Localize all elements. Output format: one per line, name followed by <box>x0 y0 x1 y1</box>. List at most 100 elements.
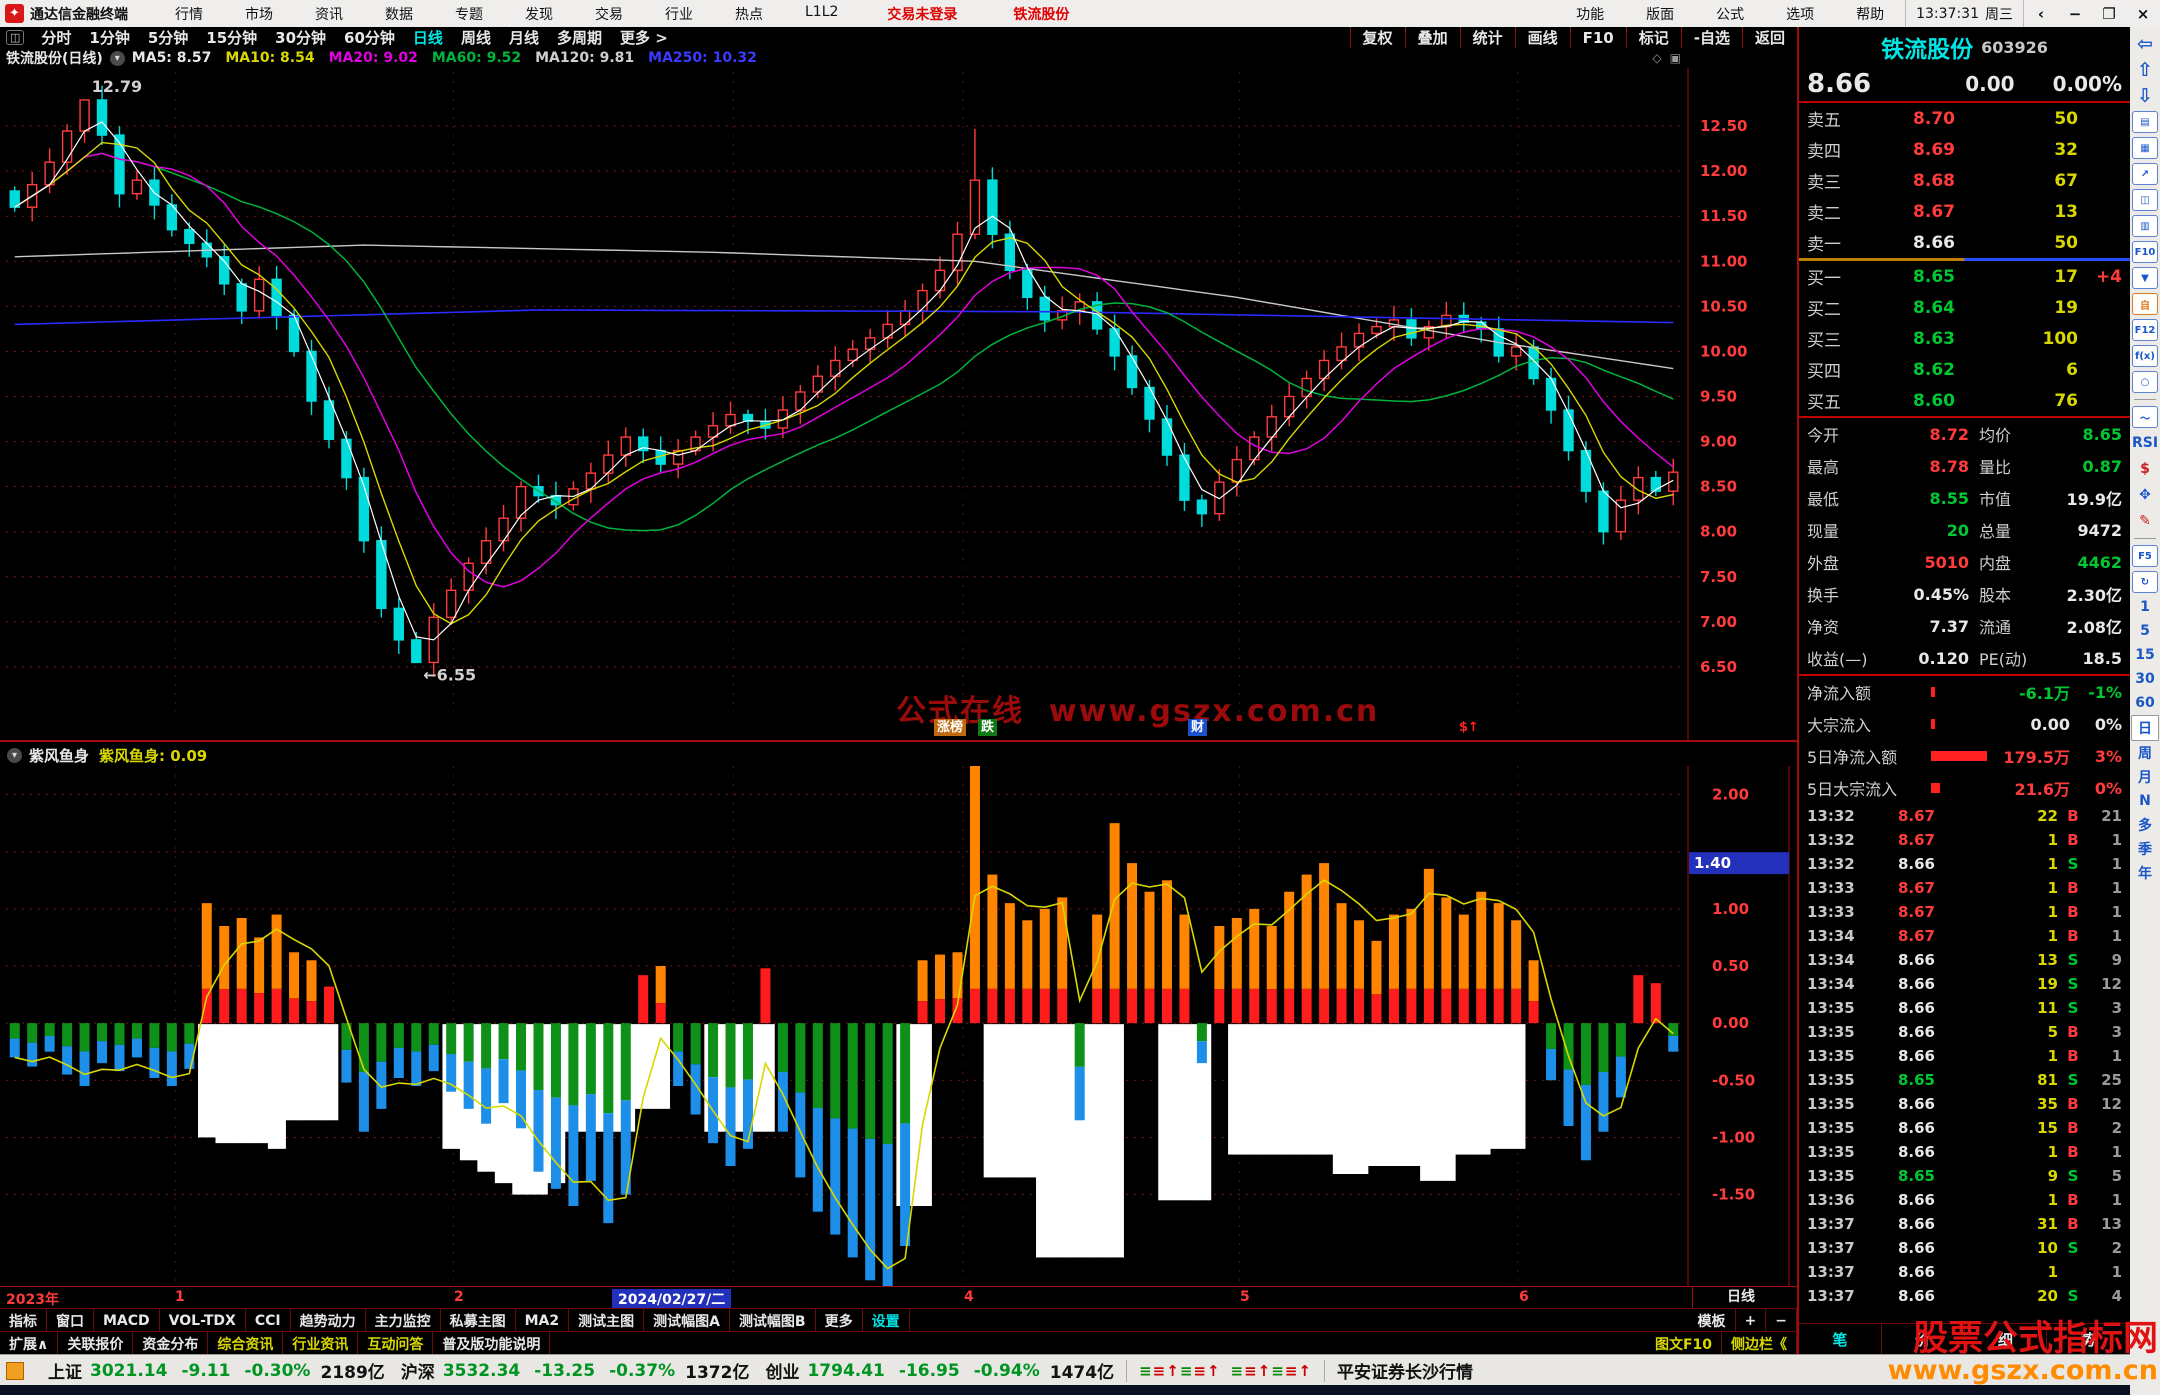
menu-item-热点[interactable]: 热点 <box>735 6 763 23</box>
strip-item-✎[interactable]: ✎ <box>2139 513 2151 529</box>
period-30分钟[interactable]: 30分钟 <box>275 29 327 47</box>
menu-item-数据[interactable]: 数据 <box>385 6 413 23</box>
strip-item-↗[interactable]: ↗ <box>2132 163 2158 185</box>
chart-badge[interactable]: 涨榜 <box>934 719 967 736</box>
panel-tab-笔[interactable]: 笔 <box>1799 1324 1882 1354</box>
transaction-row[interactable]: 13:35 8.65 9 S 5 <box>1799 1164 2130 1188</box>
tab-行业资讯[interactable]: 行业资讯 <box>283 1332 359 1355</box>
tab-指标[interactable]: 指标 <box>0 1309 47 1332</box>
menu-alert[interactable]: 铁流股份 <box>1013 6 1070 23</box>
strip-item-5[interactable]: 5 <box>2140 623 2150 639</box>
transaction-row[interactable]: 13:35 8.66 35 B 12 <box>1799 1092 2130 1116</box>
strip-item-▦[interactable]: ▦ <box>2132 137 2158 159</box>
strip-item-▥[interactable]: ▥ <box>2132 215 2158 237</box>
tab-私募主图[interactable]: 私募主图 <box>441 1309 516 1332</box>
strip-item-✥[interactable]: ✥ <box>2139 487 2151 503</box>
minimize-button[interactable]: − <box>2068 4 2082 23</box>
menu-alert[interactable]: 交易未登录 <box>887 6 958 23</box>
period-1分钟[interactable]: 1分钟 <box>89 29 130 47</box>
chart-badge[interactable]: $↑ <box>1459 720 1479 735</box>
tab-CCI[interactable]: CCI <box>246 1309 291 1332</box>
tab-普及版功能说明[interactable]: 普及版功能说明 <box>433 1332 551 1355</box>
restore-button[interactable]: ❐ <box>2102 4 2116 23</box>
transaction-row[interactable]: 13:35 8.66 11 S 3 <box>1799 996 2130 1020</box>
menu-item-版面[interactable]: 版面 <box>1646 6 1675 23</box>
menu-item-帮助[interactable]: 帮助 <box>1856 6 1885 23</box>
menu-item-公式[interactable]: 公式 <box>1716 6 1745 23</box>
transaction-row[interactable]: 13:37 8.66 1 1 <box>1799 1260 2130 1284</box>
strip-item-F10[interactable]: F10 <box>2132 241 2158 263</box>
tab-趋势动力[interactable]: 趋势动力 <box>291 1309 366 1332</box>
panel-icon[interactable]: ▣ <box>1669 51 1681 65</box>
tab-图文F10[interactable]: 图文F10 <box>1646 1332 1722 1355</box>
transaction-row[interactable]: 13:35 8.66 1 B 1 <box>1799 1140 2130 1164</box>
main-candlestick-chart[interactable]: 12.50 12.00 11.50 11.00 10.50 10.00 9.50 9.00 8.… <box>0 68 1797 740</box>
transaction-row[interactable]: 13:37 8.66 20 S 4 <box>1799 1284 2130 1308</box>
strip-item-F12[interactable]: F12 <box>2132 319 2158 341</box>
strip-item-⇧[interactable]: ⇧ <box>2137 59 2153 81</box>
toolbar-button-F10[interactable]: F10 <box>1569 27 1626 48</box>
strip-item-季[interactable]: 季 <box>2138 842 2152 858</box>
toolbar-button-画线[interactable]: 画线 <box>1514 27 1570 48</box>
strip-item-▼[interactable]: ▼ <box>2132 267 2158 289</box>
menu-item-发现[interactable]: 发现 <box>525 6 553 23</box>
strip-item-⇦[interactable]: ⇦ <box>2137 33 2153 55</box>
tab-关联报价[interactable]: 关联报价 <box>58 1332 134 1355</box>
toolbar-button--自选[interactable]: -自选 <box>1680 27 1742 48</box>
tab-主力监控[interactable]: 主力监控 <box>366 1309 441 1332</box>
toolbar-button-复权[interactable]: 复权 <box>1349 27 1405 48</box>
panel-tab-细[interactable]: 细 <box>1965 1324 2048 1354</box>
transaction-row[interactable]: 13:36 8.66 1 B 1 <box>1799 1188 2130 1212</box>
menu-item-资讯[interactable]: 资讯 <box>315 6 343 23</box>
toolbar-button-返回[interactable]: 返回 <box>1741 27 1797 48</box>
chart-badge[interactable]: 跌 <box>978 719 998 736</box>
strip-item-自[interactable]: 自 <box>2132 293 2158 315</box>
indicator-chart[interactable]: 2.00 1.00 0.50 0.00 -0.50 -1.00 -1.50 1.40 <box>0 762 1797 1292</box>
back-button[interactable]: ‹ <box>2037 4 2045 23</box>
period-分时[interactable]: 分时 <box>41 29 72 47</box>
tab-窗口[interactable]: 窗口 <box>47 1309 94 1332</box>
layout-toggle-icon[interactable]: ◫ <box>6 30 25 45</box>
tab-测试主图[interactable]: 测试主图 <box>569 1309 645 1332</box>
tab-VOL-TDX[interactable]: VOL-TDX <box>160 1309 246 1332</box>
transaction-row[interactable]: 13:32 8.67 1 B 1 <box>1799 828 2130 852</box>
strip-item-1[interactable]: 1 <box>2140 599 2150 615</box>
transaction-row[interactable]: 13:35 8.66 1 B 1 <box>1799 1044 2130 1068</box>
indicator-collapse-icon[interactable]: ▾ <box>7 747 22 763</box>
strip-item-年[interactable]: 年 <box>2138 866 2152 882</box>
transaction-row[interactable]: 13:33 8.67 1 B 1 <box>1799 900 2130 924</box>
transaction-row[interactable]: 13:33 8.67 1 B 1 <box>1799 876 2130 900</box>
tab-MACD[interactable]: MACD <box>94 1309 160 1332</box>
menu-item-行情[interactable]: 行情 <box>175 6 203 23</box>
tab-侧边栏《[interactable]: 侧边栏《 <box>1722 1332 1797 1355</box>
collapse-chevron-icon[interactable]: ▾ <box>109 50 125 66</box>
tab-扩展∧[interactable]: 扩展∧ <box>0 1332 59 1355</box>
tab-测试幅图B[interactable]: 测试幅图B <box>730 1309 816 1332</box>
strip-item-日[interactable]: 日 <box>2131 715 2159 741</box>
statusbar-icon[interactable] <box>6 1361 24 1380</box>
transaction-row[interactable]: 13:35 8.65 81 S 25 <box>1799 1068 2130 1092</box>
transaction-row[interactable]: 13:34 8.66 19 S 12 <box>1799 972 2130 996</box>
strip-item-f(x)[interactable]: f(x) <box>2132 345 2158 367</box>
menu-item-行业[interactable]: 行业 <box>665 6 693 23</box>
transaction-row[interactable]: 13:32 8.67 22 B 21 <box>1799 804 2130 828</box>
toolbar-button-统计[interactable]: 统计 <box>1459 27 1515 48</box>
tab-MA2[interactable]: MA2 <box>516 1309 570 1332</box>
chart-badge[interactable]: 财 <box>1188 719 1208 736</box>
menu-item-L1L2[interactable]: L1L2 <box>805 3 839 20</box>
tab-模板[interactable]: 模板 <box>1689 1309 1736 1332</box>
period-月线[interactable]: 月线 <box>508 29 539 47</box>
menu-item-功能[interactable]: 功能 <box>1576 6 1605 23</box>
strip-item-60[interactable]: 60 <box>2135 695 2155 711</box>
period-周线[interactable]: 周线 <box>460 29 491 47</box>
strip-item-30[interactable]: 30 <box>2135 671 2155 687</box>
close-button[interactable]: × <box>2136 4 2150 23</box>
period-更多 >[interactable]: 更多 > <box>619 29 668 47</box>
transaction-row[interactable]: 13:34 8.66 13 S 9 <box>1799 948 2130 972</box>
period-多周期[interactable]: 多周期 <box>556 29 602 47</box>
transaction-row[interactable]: 13:32 8.66 1 S 1 <box>1799 852 2130 876</box>
tab-设置[interactable]: 设置 <box>863 1309 910 1332</box>
strip-item-15[interactable]: 15 <box>2135 647 2155 663</box>
tab-−[interactable]: − <box>1766 1309 1797 1332</box>
strip-item-◫[interactable]: ◫ <box>2132 189 2158 211</box>
